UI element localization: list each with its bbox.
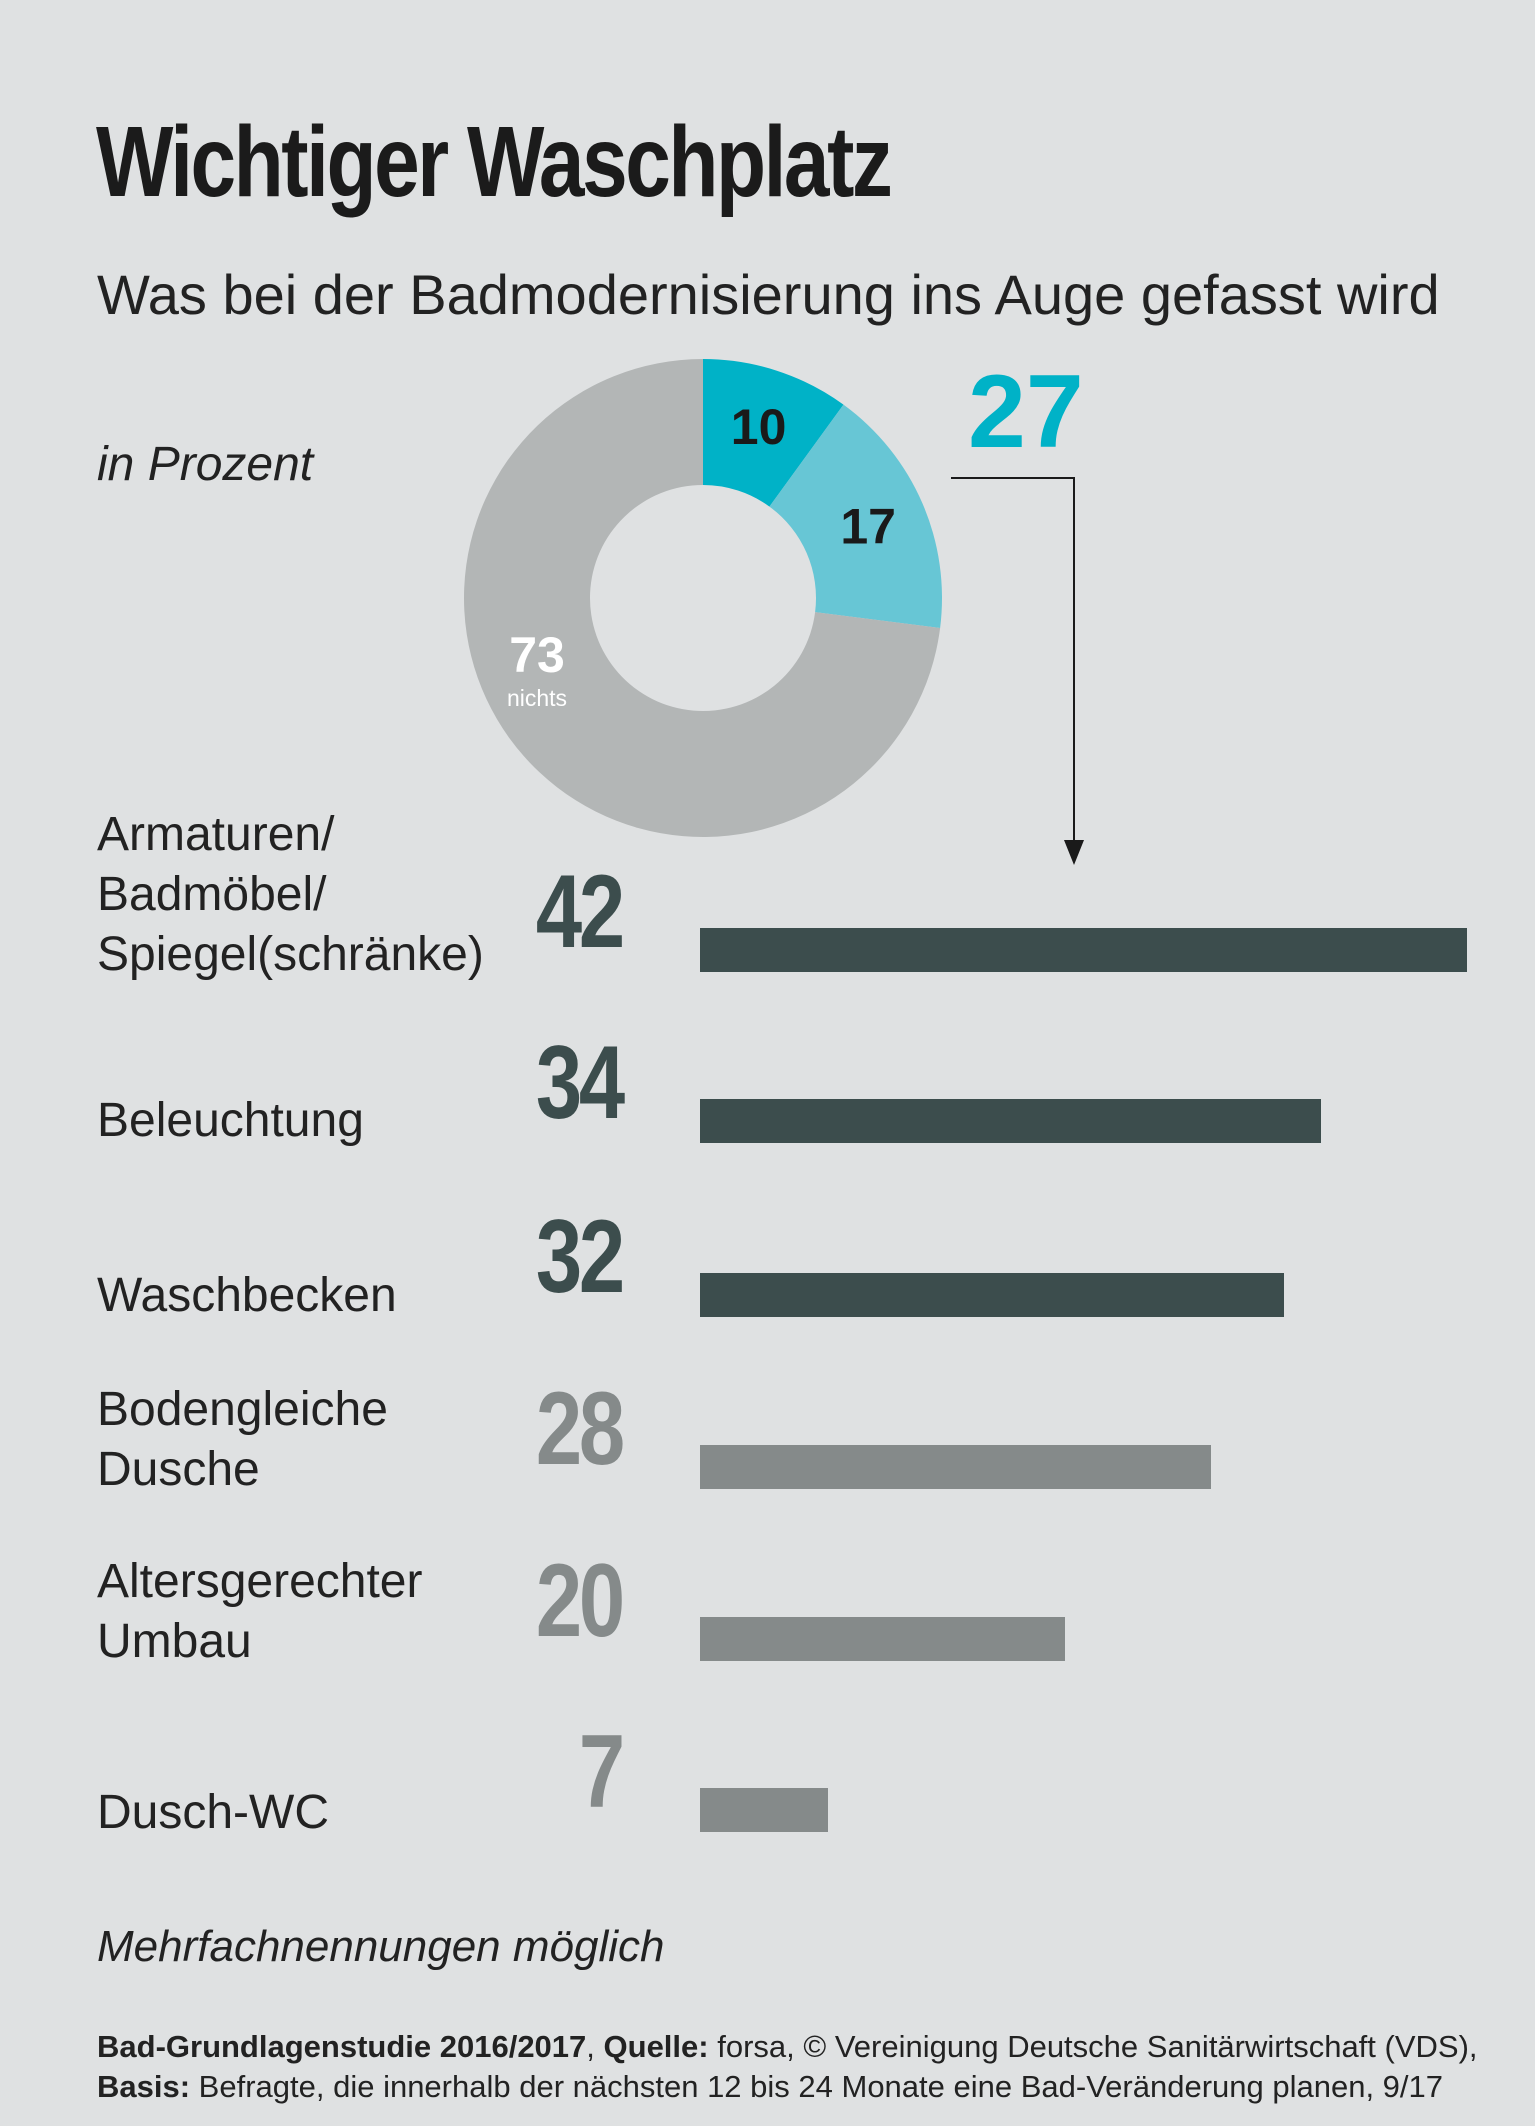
bar-value-label: 42 — [535, 854, 625, 970]
bar — [700, 1273, 1285, 1317]
donut-label-73: 73 — [509, 627, 565, 683]
donut-slice-73 — [464, 359, 941, 837]
bar-label: Armaturen/ Badmöbel/ Spiegel(schränke) — [97, 808, 484, 981]
bar-value-label: 7 — [578, 1714, 625, 1830]
bar — [700, 1617, 1066, 1661]
bar-value-label: 32 — [535, 1199, 625, 1315]
callout-arrow-head — [1064, 840, 1084, 865]
bar-label: Altersgerechter Umbau — [97, 1555, 423, 1668]
donut-sublabel-nichts: nichts — [507, 685, 567, 711]
bar-label: Dusch-WC — [97, 1786, 330, 1839]
footnote: Mehrfachnennungen möglich — [97, 1922, 665, 1971]
source-text: forsa, © Vereinigung Deutsche Sanitärwir… — [717, 2029, 1478, 2064]
donut-slice-10 — [703, 359, 844, 507]
callout-arrow-line — [951, 477, 1075, 850]
basis-text: Befragte, die innerhalb der nächsten 12 … — [198, 2069, 1444, 2104]
bar-value-label: 20 — [535, 1543, 625, 1659]
source-line: Bad-Grundlagenstudie 2016/2017, Quelle: … — [97, 2029, 1478, 2064]
bar-label: Beleuchtung — [97, 1094, 364, 1147]
unit-label: in Prozent — [97, 438, 314, 491]
bar — [700, 1099, 1321, 1143]
bar — [700, 1445, 1212, 1489]
bar — [700, 928, 1467, 972]
donut-label-10: 10 — [731, 399, 787, 455]
bar-value-label: 28 — [535, 1371, 625, 1487]
bar-label: Bodengleiche Dusche — [97, 1383, 388, 1496]
page-title: Wichtiger Waschplatz — [96, 106, 893, 218]
donut-label-17: 17 — [840, 499, 896, 555]
bar-value-label: 34 — [535, 1025, 625, 1141]
page-subtitle: Was bei der Badmodernisierung ins Auge g… — [97, 263, 1440, 326]
donut-slice-17 — [769, 404, 942, 628]
source-study: Bad-Grundlagenstudie 2016/2017 — [97, 2029, 587, 2064]
basis-key: Basis: — [97, 2069, 191, 2104]
source-key: Quelle: — [603, 2029, 709, 2064]
basis-line: Basis: Befragte, die innerhalb der nächs… — [97, 2067, 1478, 2107]
bar-label: Waschbecken — [97, 1269, 397, 1322]
donut-callout-value: 27 — [968, 354, 1084, 470]
donut-chart: 10 17 73 nichts 27 — [464, 354, 1084, 865]
source-block: Bad-Grundlagenstudie 2016/2017, Quelle: … — [97, 2027, 1478, 2107]
bar — [700, 1788, 828, 1832]
